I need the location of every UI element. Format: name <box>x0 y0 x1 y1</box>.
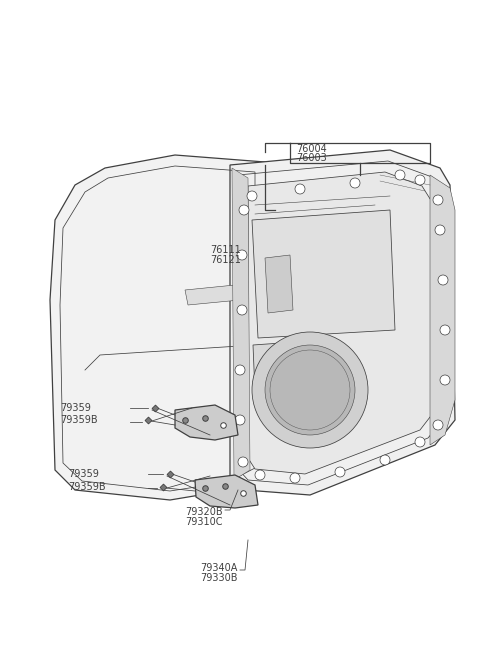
Circle shape <box>235 365 245 375</box>
Polygon shape <box>50 155 265 500</box>
Text: 76004: 76004 <box>296 144 327 154</box>
Circle shape <box>290 473 300 483</box>
Polygon shape <box>230 150 455 495</box>
Circle shape <box>237 250 247 260</box>
Circle shape <box>415 437 425 447</box>
Polygon shape <box>252 210 395 338</box>
Text: 79320B: 79320B <box>185 507 223 517</box>
Polygon shape <box>430 175 455 445</box>
Circle shape <box>295 184 305 194</box>
Circle shape <box>239 205 249 215</box>
Text: 79330B: 79330B <box>200 573 238 583</box>
Circle shape <box>438 275 448 285</box>
Circle shape <box>265 345 355 435</box>
Circle shape <box>252 332 368 448</box>
Circle shape <box>440 325 450 335</box>
Text: 79359: 79359 <box>68 469 99 479</box>
Text: 76121: 76121 <box>210 255 241 265</box>
Polygon shape <box>253 341 313 393</box>
Polygon shape <box>185 285 240 305</box>
Circle shape <box>335 467 345 477</box>
Circle shape <box>395 170 405 180</box>
Circle shape <box>247 191 257 201</box>
Text: 79359: 79359 <box>60 403 91 413</box>
Circle shape <box>237 305 247 315</box>
Circle shape <box>380 455 390 465</box>
Circle shape <box>238 457 248 467</box>
Text: 76111: 76111 <box>210 245 241 255</box>
Text: 79359B: 79359B <box>68 482 106 492</box>
Text: 79340A: 79340A <box>200 563 238 573</box>
Circle shape <box>350 178 360 188</box>
Polygon shape <box>232 168 250 480</box>
Circle shape <box>435 225 445 235</box>
Text: 79310C: 79310C <box>185 517 223 527</box>
Text: 76003: 76003 <box>296 153 327 163</box>
Polygon shape <box>248 172 437 474</box>
Circle shape <box>440 375 450 385</box>
Circle shape <box>433 420 443 430</box>
Circle shape <box>255 470 265 480</box>
Polygon shape <box>195 475 258 508</box>
Circle shape <box>415 175 425 185</box>
Text: 79359B: 79359B <box>60 415 97 425</box>
Circle shape <box>433 195 443 205</box>
Circle shape <box>235 415 245 425</box>
Polygon shape <box>175 405 238 440</box>
Polygon shape <box>265 255 293 313</box>
